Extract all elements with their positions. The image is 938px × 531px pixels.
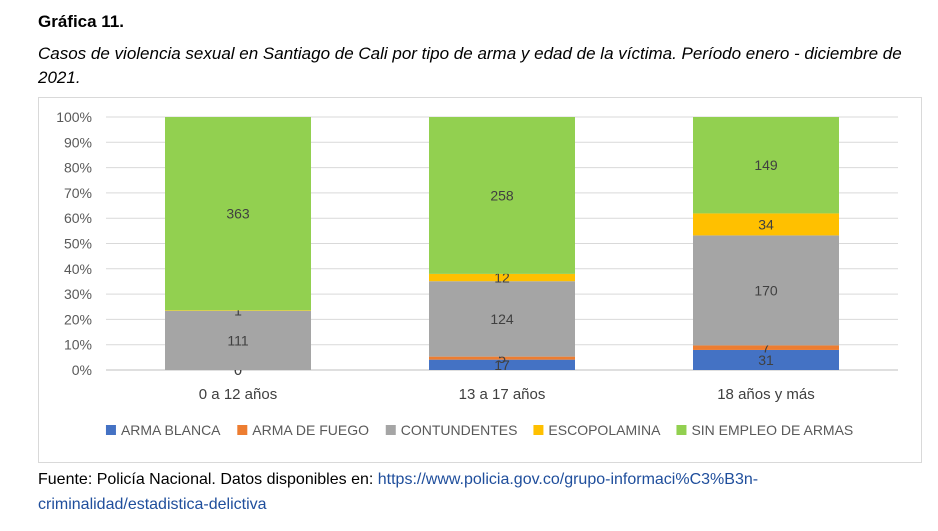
figure-label: Gráfica 11. [38,12,125,31]
data-label: 111 [227,332,248,348]
x-tick-label: 18 años y más [717,386,815,403]
legend-label: SIN EMPLEO DE ARMAS [691,422,853,438]
y-tick-label: 80% [64,160,92,176]
bar-segment [165,310,311,370]
legend-label: ARMA BLANCA [121,422,221,438]
chart-caption: Casos de violencia sexual en Santiago de… [38,44,902,87]
x-tick-label: 13 a 17 años [459,386,546,403]
legend-swatch [237,425,248,435]
legend-label: ARMA DE FUEGO [252,422,369,438]
data-label: 149 [754,157,778,173]
data-label: 5 [498,350,506,366]
source-text: Fuente: Policía Nacional. Datos disponib… [38,471,378,488]
data-label: 1 [234,303,242,319]
y-tick-label: 0% [72,362,92,378]
bar-segment [429,273,575,282]
bar-segment [429,356,575,360]
legend-swatch [105,425,116,435]
bar-segment [165,117,311,311]
x-tick-label: 0 a 12 años [199,386,277,403]
data-label: 17 [494,357,510,373]
bar-segment [429,117,575,274]
legend-label: CONTUNDENTES [401,422,518,438]
legend-swatch [533,425,544,435]
data-label: 124 [490,311,514,327]
legend-swatch [385,425,396,435]
y-tick-label: 30% [64,286,92,302]
bar-segment [693,213,839,236]
data-label: 258 [490,187,514,203]
y-tick-label: 70% [64,185,92,201]
bar-segment [693,117,839,214]
chart-frame [38,97,922,463]
legend-swatch [676,425,687,435]
bar-segment [693,349,839,370]
bar-segment [165,310,311,311]
data-label: 34 [758,216,774,232]
source-note: Fuente: Policía Nacional. Datos disponib… [38,467,928,517]
bar-segment [429,359,575,370]
y-tick-label: 60% [64,210,92,226]
legend-label: ESCOPOLAMINA [548,422,661,438]
bar-segment [429,281,575,357]
y-tick-label: 50% [64,236,92,252]
y-tick-label: 100% [56,109,92,125]
data-label: 170 [754,282,778,298]
data-label: 363 [226,206,250,222]
data-label: 7 [762,340,770,356]
source-link[interactable]: https://www.policia.gov.co/grupo-informa… [38,471,759,513]
y-tick-label: 40% [64,261,92,277]
y-tick-label: 90% [64,134,92,150]
y-tick-label: 20% [64,311,92,327]
bar-segment [693,235,839,346]
y-tick-label: 10% [64,337,92,353]
data-label: 31 [758,352,774,368]
bar-segment [693,345,839,350]
